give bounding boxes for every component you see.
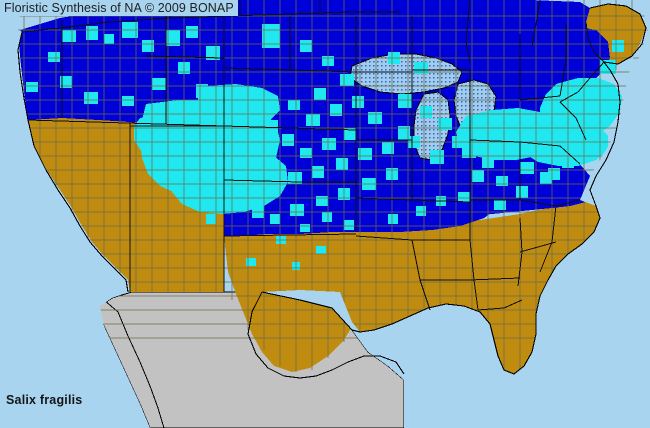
county-cell xyxy=(430,150,444,164)
present-county-clusters xyxy=(26,22,624,270)
lake-superior xyxy=(349,53,463,95)
county-cell xyxy=(612,40,624,52)
county-cell xyxy=(358,148,372,160)
county-cell xyxy=(306,114,320,126)
county-cluster-wyoming-n xyxy=(198,84,280,128)
county-cell xyxy=(246,258,256,266)
county-cell xyxy=(388,214,398,224)
county-cell xyxy=(86,26,98,40)
county-cell xyxy=(290,204,304,216)
county-cell xyxy=(344,220,354,230)
county-cell xyxy=(494,200,506,210)
county-cell xyxy=(270,214,280,224)
county-cell xyxy=(352,96,364,108)
county-cell xyxy=(262,24,280,48)
county-cell xyxy=(330,104,342,116)
county-cell xyxy=(236,158,248,170)
county-cell xyxy=(414,62,428,74)
county-cluster-utah xyxy=(134,114,188,158)
county-cluster-colorado xyxy=(170,148,288,214)
state-borders xyxy=(21,0,605,311)
county-cell xyxy=(472,170,484,182)
county-border-mesh xyxy=(0,0,650,372)
county-cell xyxy=(122,96,134,106)
county-cell xyxy=(250,172,260,182)
county-cell xyxy=(382,142,394,154)
county-cell xyxy=(416,206,426,216)
coastlines xyxy=(17,3,647,379)
absent-southeast-block xyxy=(352,200,600,374)
county-cell xyxy=(398,94,412,108)
county-cell xyxy=(322,212,332,222)
county-cell xyxy=(152,78,166,90)
county-cell xyxy=(420,106,432,118)
absent-texas-southplains xyxy=(224,232,356,372)
species-name-label: Salix fragilis xyxy=(6,393,83,407)
county-cell xyxy=(314,88,326,100)
county-cell xyxy=(300,148,312,158)
county-cell xyxy=(520,162,534,174)
county-cell xyxy=(312,166,324,178)
county-cell xyxy=(316,246,326,254)
county-cell xyxy=(282,134,294,146)
county-cell xyxy=(288,100,300,110)
county-cell xyxy=(62,30,76,42)
county-cell xyxy=(60,76,72,88)
county-cell xyxy=(186,26,198,38)
county-cell xyxy=(496,176,508,186)
county-cell xyxy=(206,214,216,224)
county-cell xyxy=(344,128,356,140)
county-cell xyxy=(84,92,98,104)
county-cell xyxy=(398,126,410,140)
county-cell xyxy=(516,186,528,198)
county-cell xyxy=(26,82,38,92)
county-cell xyxy=(574,144,586,156)
county-cell xyxy=(48,52,60,62)
county-cell xyxy=(266,120,278,132)
county-cell xyxy=(142,40,154,52)
county-cell xyxy=(316,196,328,206)
county-cell xyxy=(224,196,234,206)
county-cell xyxy=(340,74,354,86)
county-cell xyxy=(336,158,348,170)
county-cell xyxy=(206,46,220,60)
county-cell xyxy=(250,140,264,152)
county-cell xyxy=(548,168,560,180)
county-cell xyxy=(458,192,470,202)
county-cell xyxy=(166,30,180,46)
map-title-banner: Floristic Synthesis of NA © 2009 BONAP xyxy=(0,0,238,16)
county-cell xyxy=(300,40,312,52)
county-cell xyxy=(368,112,382,124)
county-cell xyxy=(322,138,336,150)
county-cell xyxy=(104,34,114,44)
county-cell xyxy=(288,172,302,184)
county-cell xyxy=(262,166,274,178)
county-cell xyxy=(300,224,310,232)
county-cell xyxy=(438,118,452,130)
